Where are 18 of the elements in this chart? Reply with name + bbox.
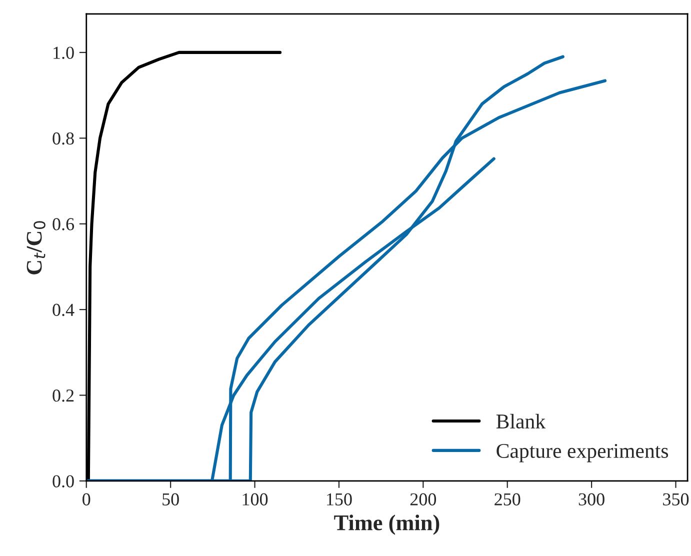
y-tick-label: 0.8 — [52, 132, 74, 145]
x-tick-label: 50 — [162, 493, 179, 506]
x-tick-label: 300 — [578, 493, 604, 506]
y-tick-label: 1.0 — [54, 46, 74, 59]
x-axis-title: Time (min) — [334, 514, 440, 535]
legend-label: Capture experiments — [496, 444, 668, 462]
x-tick-label: 250 — [494, 493, 520, 506]
y-tick-label: 0.2 — [52, 390, 74, 402]
y-tick-label: 0.6 — [52, 218, 74, 230]
y-tick-label: 0.0 — [52, 475, 74, 488]
x-tick-label: 350 — [663, 493, 689, 506]
y-axis-title: C$_{t}$/C$_{0}$ — [26, 221, 46, 274]
x-tick-label: 100 — [242, 493, 268, 506]
x-tick-label: 200 — [410, 493, 436, 506]
legend-label: Blank — [496, 414, 546, 429]
x-tick-label: 0 — [82, 493, 90, 506]
x-tick-label: 150 — [327, 493, 352, 506]
y-tick-label: 0.4 — [52, 304, 74, 316]
